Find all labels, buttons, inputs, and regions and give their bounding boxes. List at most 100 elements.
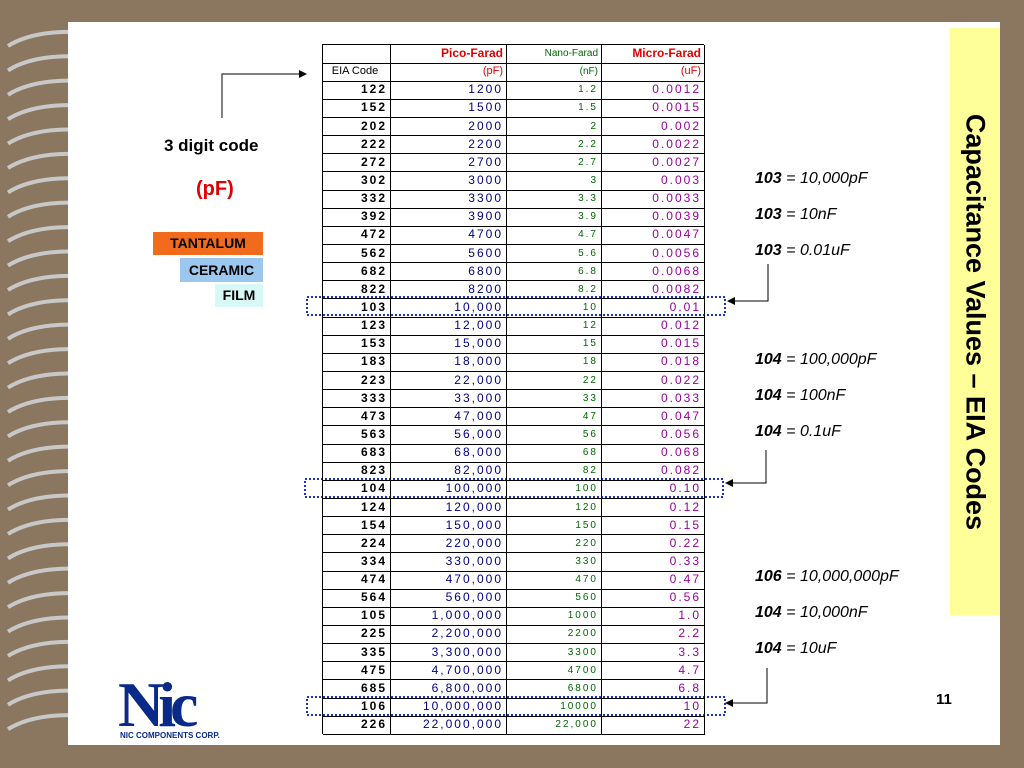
note-text: = 10uF [786,640,837,657]
table-cell: 2000 [391,117,507,137]
table-cell: 5600 [391,244,507,264]
table-cell: 470 [507,571,602,590]
table-cell: 0.22 [602,534,705,554]
table-cell: 0.0039 [602,208,705,227]
table-cell: 2200 [391,135,507,155]
table-cell: 1,000,000 [391,607,507,626]
table-cell: 33,000 [391,389,507,409]
table-cell: 6,800,000 [391,679,507,699]
table-cell: 0.01 [602,298,705,318]
table-cell: 33 [507,389,602,409]
table-cell: 335 [323,643,391,663]
type-label: CERAMIC [180,258,263,282]
table-cell: 120,000 [391,498,507,518]
table-cell: 0.0082 [602,280,705,300]
eia-table: Pico-Farad Nano-Farad Micro-Farad EIA Code(… [322,44,705,735]
table-cell: 153 [323,335,391,354]
table-cell: 150 [507,516,602,536]
note-text: = 10nF [786,206,837,223]
table-cell: 226 [323,716,391,735]
table-cell: Pico-Farad [391,45,507,64]
table-cell: 220 [507,534,602,554]
code-label: 3 digit code [164,136,259,155]
table-cell: 100,000 [391,480,507,499]
note-code: 103 [755,242,782,259]
note-code: 103 [755,170,782,187]
table-cell: 272 [323,153,391,173]
table-cell: 3.9 [507,208,602,227]
table-cell: 0.0033 [602,190,705,209]
table-cell: 330,000 [391,552,507,572]
table-cell: 122 [323,81,391,100]
table-cell: 47,000 [391,407,507,427]
table-cell: 0.0047 [602,226,705,246]
type-label: FILM [215,284,263,307]
note-text: = 100nF [786,387,846,404]
table-cell: 0.056 [602,425,705,445]
table-cell: 4700 [507,661,602,681]
note: 103 = 10nF [755,206,836,224]
table-cell: 2.2 [602,625,705,645]
table-cell: 2.2 [507,135,602,155]
table-cell: 562 [323,244,391,264]
table-cell: 106 [323,698,391,717]
table-cell: 2200 [507,625,602,645]
table-cell: 0.56 [602,589,705,608]
table-cell: 3900 [391,208,507,227]
table-cell: 6.8 [602,679,705,699]
type-label: TANTALUM [153,232,263,255]
table-cell: 560 [507,589,602,608]
table-cell: 12 [507,317,602,336]
table-cell: 183 [323,353,391,372]
note-text: = 10,000pF [786,170,868,187]
note-code: 104 [755,387,782,404]
note-code: 104 [755,351,782,368]
note-code: 103 [755,206,782,223]
logo-mark: Nic [118,669,198,740]
table-cell: 10000 [507,698,602,717]
table-cell: 564 [323,589,391,608]
table-cell: 6800 [507,679,602,699]
table-cell: 0.033 [602,389,705,409]
table-cell: 22 [507,371,602,391]
table-cell: 6.8 [507,262,602,282]
table-cell: 0.012 [602,317,705,336]
table-cell: 3300 [391,190,507,209]
table-cell: 1200 [391,81,507,100]
table-cell: 6800 [391,262,507,282]
table-cell: 3 [507,171,602,191]
table-cell: 12,000 [391,317,507,336]
table-cell: 0.015 [602,335,705,354]
table-cell: 22,000 [391,371,507,391]
table-cell: 3.3 [507,190,602,209]
table-cell: 0.0027 [602,153,705,173]
table-cell: 563 [323,425,391,445]
note: 106 = 10,000,000pF [755,568,899,586]
table-cell: 392 [323,208,391,227]
table-cell: 330 [507,552,602,572]
table-cell: 105 [323,607,391,626]
table-cell: 822 [323,280,391,300]
table-cell: 10,000,000 [391,698,507,717]
table-cell: 68,000 [391,444,507,463]
table-cell: EIA Code [323,63,391,82]
table-cell: 18 [507,353,602,372]
table-cell: 3000 [391,171,507,191]
table-cell: 2 [507,117,602,137]
table-cell: 2700 [391,153,507,173]
table-cell: 333 [323,389,391,409]
note-text: = 10,000nF [786,604,868,621]
note-code: 106 [755,568,782,585]
table-cell: 223 [323,371,391,391]
note-text: = 100,000pF [786,351,877,368]
table-cell: 18,000 [391,353,507,372]
page-number: 11 [936,691,952,708]
table-cell: 472 [323,226,391,246]
table-cell: 473 [323,407,391,427]
table-cell: 683 [323,444,391,463]
table-cell: (pF) [391,63,507,82]
table-cell: 0.0022 [602,135,705,155]
table-cell: 22,000 [507,716,602,735]
unit-label: (pF) [196,178,234,200]
